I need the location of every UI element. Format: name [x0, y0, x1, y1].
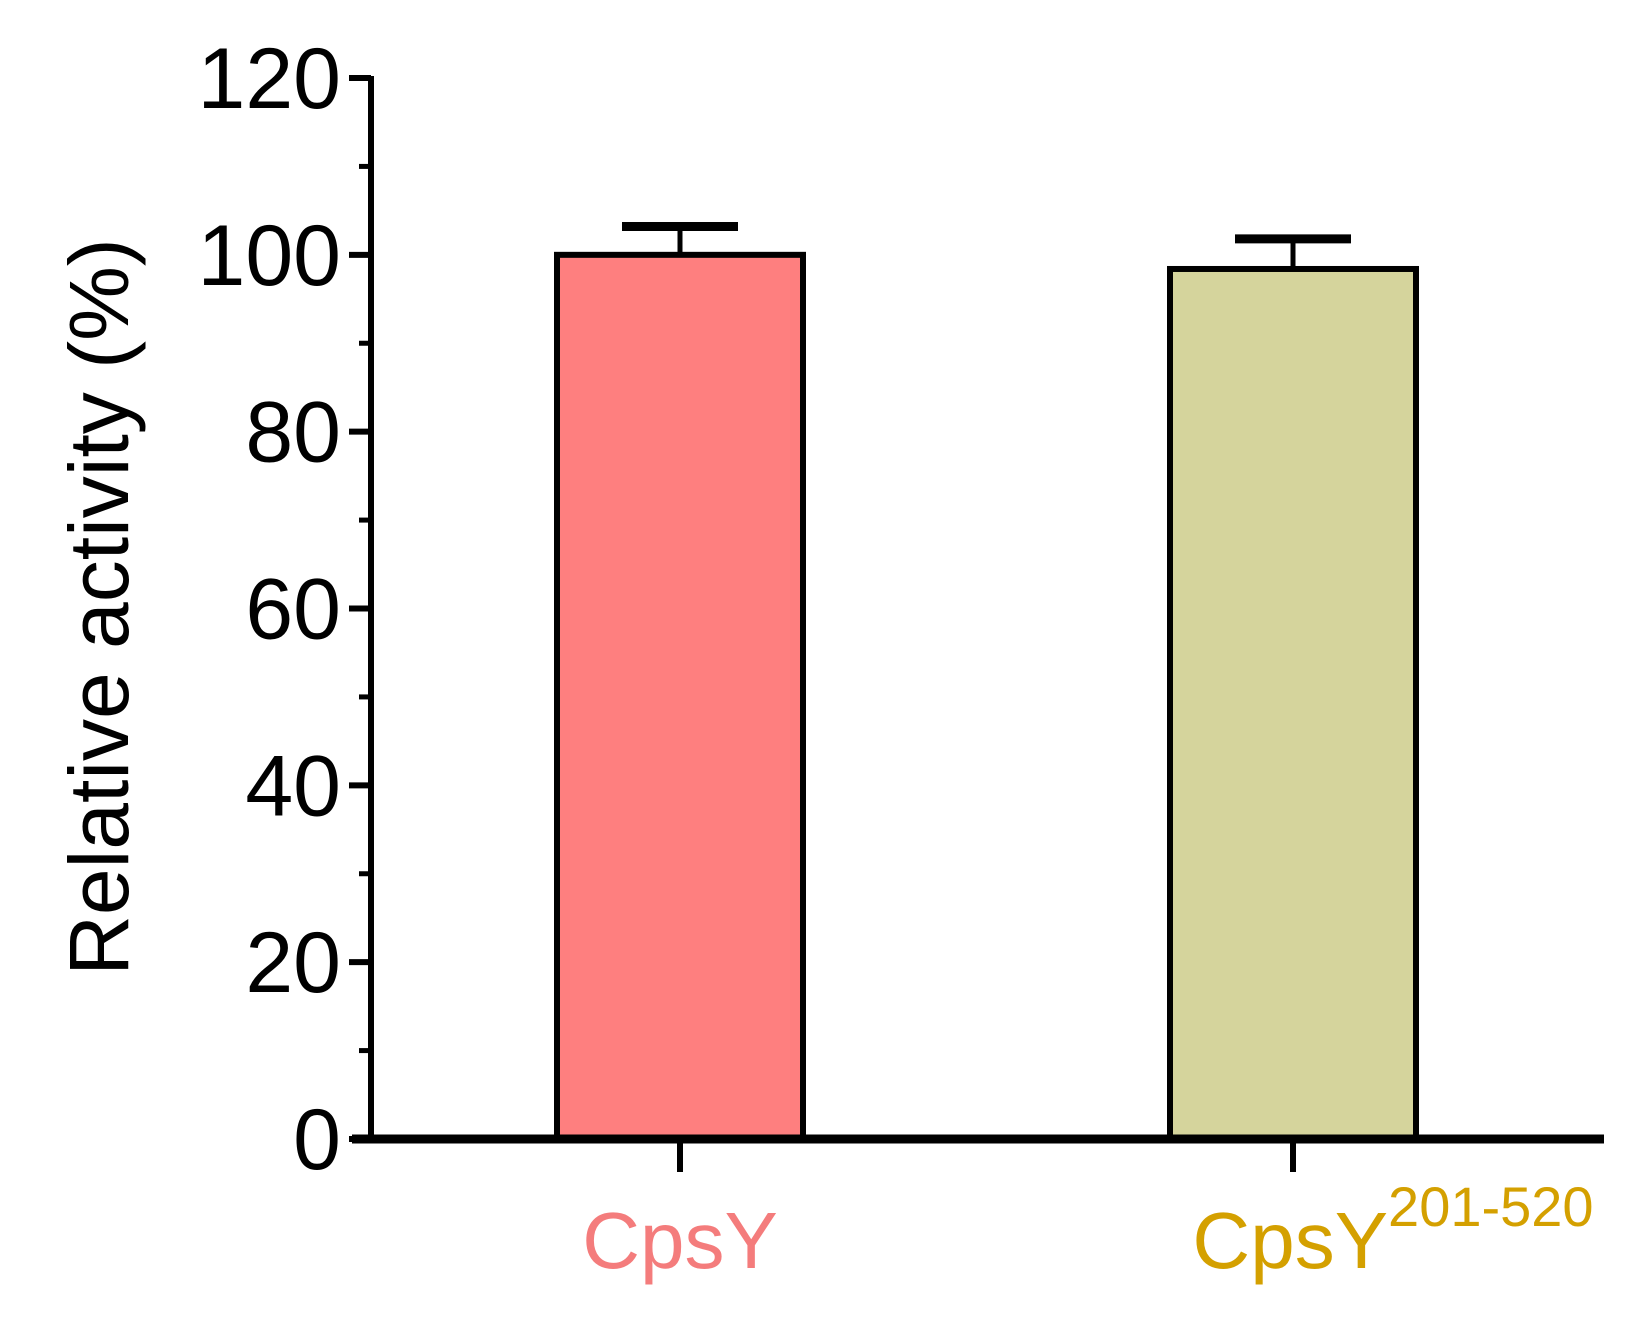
y-tick-label: 80: [245, 385, 341, 481]
y-axis-ticks: 0 20 40 60 80 100 120: [198, 31, 371, 1188]
y-tick-label: 120: [198, 31, 342, 127]
y-tick-label: 0: [293, 1092, 341, 1188]
x-axis-labels: CpsY CpsY201-520: [582, 1175, 1593, 1285]
x-tick-label-main: CpsY: [1192, 1196, 1388, 1285]
bars: [554, 222, 1419, 1172]
x-tick-label: CpsY201-520: [1192, 1175, 1593, 1285]
y-tick-label: 60: [245, 562, 341, 658]
y-tick-label: 40: [245, 738, 341, 834]
bar: [1167, 265, 1419, 1143]
x-tick-label: CpsY: [582, 1196, 778, 1285]
y-tick-label: 20: [245, 915, 341, 1011]
bar: [554, 251, 806, 1143]
x-tick-label-superscript: 201-520: [1388, 1175, 1594, 1238]
x-tick-label-main: CpsY: [582, 1196, 778, 1285]
y-tick-label: 100: [198, 208, 342, 304]
y-axis-label: Relative activity (%): [52, 238, 146, 976]
